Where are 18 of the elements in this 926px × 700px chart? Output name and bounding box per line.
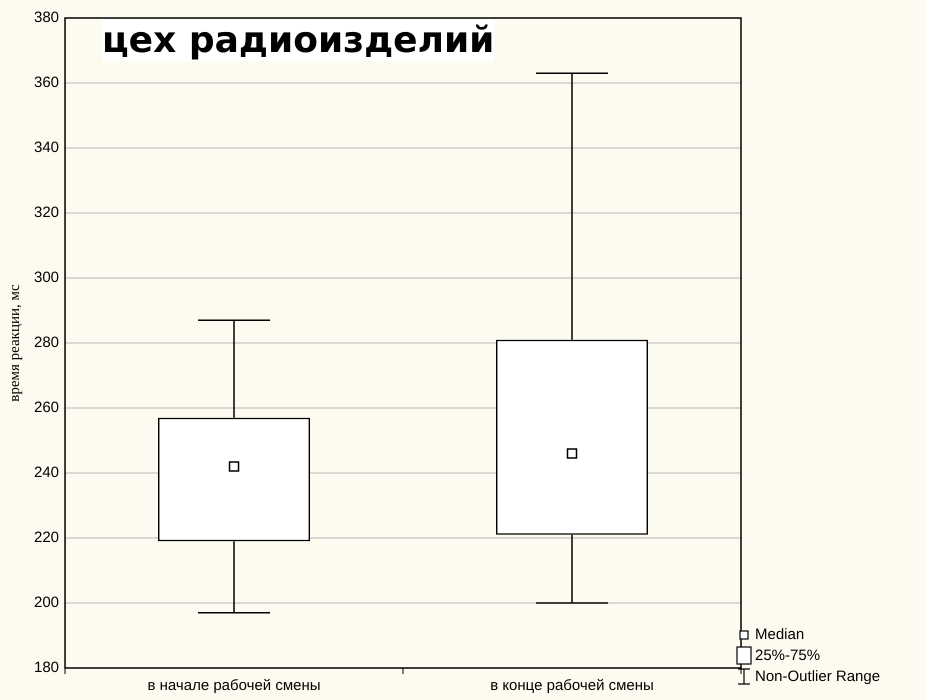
y-tick-label: 380 [34,9,60,26]
text: Non-Outlier Range [755,667,880,687]
text: Median [755,625,804,645]
y-axis-title: время реакции, мс [6,284,23,402]
x-tick-label: в конце рабочей смены [490,677,654,694]
y-tick-label: 200 [34,594,60,612]
y-tick-label: 280 [34,334,60,352]
chart-title: цех радиоизделий [102,20,494,61]
y-tick-label: 220 [34,529,60,546]
y-tick-label: 260 [34,399,60,416]
y-tick-label: 360 [34,74,60,92]
x-tick-label: в начале рабочей смены [147,677,321,694]
y-tick-label: 300 [34,269,60,286]
y-tick-label: 340 [34,139,60,156]
y-tick-label: 320 [34,204,60,222]
y-tick-label: 180 [34,659,60,676]
text: 25%-75% [755,646,820,666]
y-tick-label: 240 [34,464,60,482]
